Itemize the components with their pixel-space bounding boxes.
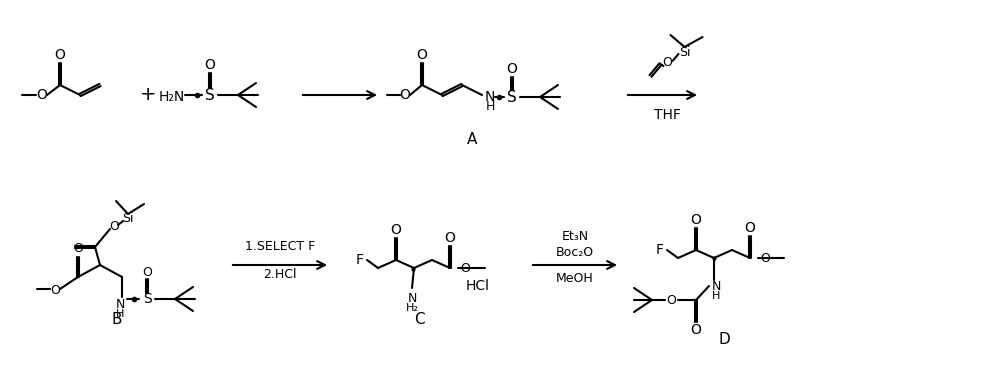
Text: Si: Si <box>122 213 134 225</box>
Text: F: F <box>656 243 664 257</box>
Text: O: O <box>73 243 83 255</box>
Text: O: O <box>760 252 770 264</box>
Text: O: O <box>205 58 215 72</box>
Text: O: O <box>37 88 47 102</box>
Text: F: F <box>356 253 364 267</box>
Text: O: O <box>55 48 65 62</box>
Text: O: O <box>400 88 410 102</box>
Text: O: O <box>109 220 119 234</box>
Text: MeOH: MeOH <box>556 273 594 285</box>
Text: N: N <box>407 291 417 304</box>
Text: THF: THF <box>654 108 681 122</box>
Text: N: N <box>485 90 495 104</box>
Text: 2.HCl: 2.HCl <box>263 268 297 282</box>
Text: C: C <box>414 312 424 327</box>
Text: O: O <box>445 231 455 245</box>
Text: D: D <box>718 333 730 348</box>
Text: N: N <box>115 297 125 310</box>
Text: O: O <box>691 323 701 337</box>
Text: H: H <box>485 100 495 114</box>
Text: O: O <box>460 261 470 274</box>
Text: O: O <box>745 221 755 235</box>
Text: +: + <box>140 86 156 105</box>
Text: O: O <box>417 48 427 62</box>
Text: O: O <box>50 285 60 297</box>
Text: O: O <box>142 266 152 279</box>
Text: O: O <box>391 223 401 237</box>
Text: O: O <box>691 213 701 227</box>
Text: O: O <box>507 62 517 76</box>
Text: Et₃N: Et₃N <box>561 231 589 243</box>
Text: H: H <box>712 291 720 301</box>
Text: Si: Si <box>679 45 690 58</box>
Text: S: S <box>507 90 517 105</box>
Text: B: B <box>112 312 122 327</box>
Text: S: S <box>205 87 215 102</box>
Text: HCl: HCl <box>466 279 490 293</box>
Text: A: A <box>467 132 477 147</box>
Text: H₂: H₂ <box>406 303 418 313</box>
Text: H: H <box>116 309 124 319</box>
Text: S: S <box>143 292 151 306</box>
Text: N: N <box>711 279 721 292</box>
Text: 1.SELECT F: 1.SELECT F <box>245 240 315 254</box>
Text: H₂N: H₂N <box>159 90 185 104</box>
Text: O: O <box>663 57 672 69</box>
Text: O: O <box>666 294 676 306</box>
Text: Boc₂O: Boc₂O <box>556 246 594 259</box>
